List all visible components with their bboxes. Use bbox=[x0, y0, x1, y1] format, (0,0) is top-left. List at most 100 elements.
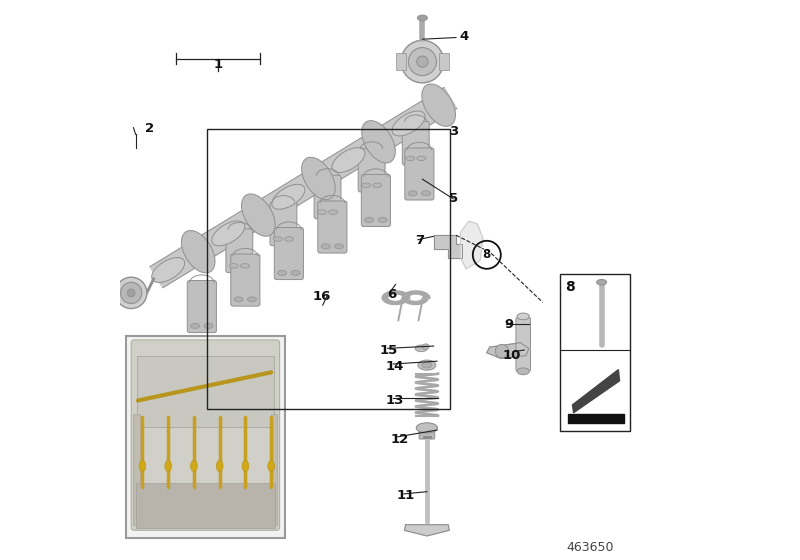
Text: 16: 16 bbox=[313, 290, 330, 304]
Ellipse shape bbox=[365, 217, 374, 222]
Ellipse shape bbox=[204, 323, 213, 328]
Text: 13: 13 bbox=[386, 394, 403, 407]
Circle shape bbox=[495, 344, 509, 358]
Ellipse shape bbox=[378, 217, 387, 222]
Ellipse shape bbox=[362, 120, 395, 163]
Text: 8: 8 bbox=[482, 248, 491, 262]
Polygon shape bbox=[150, 87, 457, 288]
FancyBboxPatch shape bbox=[187, 281, 216, 333]
Ellipse shape bbox=[268, 460, 274, 472]
Ellipse shape bbox=[415, 345, 427, 352]
Bar bbox=[395, 53, 406, 70]
Ellipse shape bbox=[285, 237, 294, 241]
Bar bbox=[137, 356, 274, 427]
Circle shape bbox=[401, 40, 444, 83]
Polygon shape bbox=[461, 221, 483, 269]
Text: 9: 9 bbox=[505, 318, 514, 332]
Text: 14: 14 bbox=[386, 360, 403, 374]
FancyBboxPatch shape bbox=[131, 340, 280, 530]
Ellipse shape bbox=[408, 191, 417, 196]
Text: 463650: 463650 bbox=[566, 541, 614, 554]
Ellipse shape bbox=[234, 297, 243, 302]
Bar bbox=[206, 129, 450, 409]
FancyBboxPatch shape bbox=[314, 175, 341, 219]
Polygon shape bbox=[486, 343, 529, 358]
Text: 2: 2 bbox=[145, 122, 154, 136]
Ellipse shape bbox=[182, 231, 215, 273]
Circle shape bbox=[417, 56, 428, 67]
Ellipse shape bbox=[291, 270, 300, 276]
Ellipse shape bbox=[318, 210, 326, 214]
FancyBboxPatch shape bbox=[226, 229, 253, 273]
FancyBboxPatch shape bbox=[270, 202, 297, 246]
Ellipse shape bbox=[302, 157, 335, 199]
Ellipse shape bbox=[241, 264, 250, 268]
Ellipse shape bbox=[272, 184, 305, 209]
Ellipse shape bbox=[190, 460, 198, 472]
FancyBboxPatch shape bbox=[405, 148, 434, 200]
Ellipse shape bbox=[242, 194, 275, 236]
Ellipse shape bbox=[416, 423, 438, 433]
Text: 15: 15 bbox=[380, 343, 398, 357]
Circle shape bbox=[115, 277, 147, 309]
Ellipse shape bbox=[165, 460, 171, 472]
Ellipse shape bbox=[597, 279, 606, 285]
Ellipse shape bbox=[422, 191, 430, 196]
Ellipse shape bbox=[406, 156, 414, 161]
Ellipse shape bbox=[373, 183, 382, 188]
Bar bbox=[439, 53, 450, 70]
Polygon shape bbox=[573, 370, 619, 413]
Ellipse shape bbox=[242, 460, 249, 472]
Text: 4: 4 bbox=[460, 30, 469, 43]
Text: 8: 8 bbox=[565, 280, 574, 294]
FancyBboxPatch shape bbox=[516, 318, 530, 371]
Circle shape bbox=[121, 282, 142, 304]
FancyBboxPatch shape bbox=[318, 201, 347, 253]
Ellipse shape bbox=[212, 221, 245, 246]
FancyBboxPatch shape bbox=[362, 175, 390, 227]
Ellipse shape bbox=[422, 344, 429, 349]
Ellipse shape bbox=[230, 264, 238, 268]
FancyBboxPatch shape bbox=[358, 148, 385, 192]
Text: 3: 3 bbox=[449, 125, 458, 138]
Ellipse shape bbox=[329, 210, 338, 214]
Text: 1: 1 bbox=[214, 58, 222, 71]
Ellipse shape bbox=[422, 362, 432, 368]
Ellipse shape bbox=[152, 258, 185, 282]
Text: 6: 6 bbox=[387, 287, 396, 301]
Ellipse shape bbox=[517, 313, 530, 320]
Ellipse shape bbox=[332, 148, 365, 172]
Bar bbox=[136, 483, 275, 528]
FancyBboxPatch shape bbox=[274, 227, 303, 279]
Polygon shape bbox=[434, 235, 462, 258]
FancyBboxPatch shape bbox=[402, 122, 429, 165]
Bar bbox=[134, 414, 140, 525]
Bar bbox=[126, 336, 285, 538]
Ellipse shape bbox=[362, 183, 370, 188]
Ellipse shape bbox=[422, 84, 455, 127]
Text: 12: 12 bbox=[391, 433, 409, 446]
Ellipse shape bbox=[190, 323, 199, 328]
Text: 10: 10 bbox=[503, 349, 521, 362]
Polygon shape bbox=[405, 525, 450, 536]
Text: 11: 11 bbox=[397, 489, 414, 502]
Text: 7: 7 bbox=[415, 234, 424, 248]
Ellipse shape bbox=[274, 237, 282, 241]
Ellipse shape bbox=[321, 244, 330, 249]
Ellipse shape bbox=[418, 360, 436, 370]
Circle shape bbox=[127, 289, 135, 297]
Ellipse shape bbox=[417, 156, 426, 161]
Bar bbox=[559, 274, 630, 431]
Ellipse shape bbox=[139, 460, 146, 472]
Ellipse shape bbox=[517, 368, 530, 375]
Ellipse shape bbox=[392, 111, 425, 136]
Ellipse shape bbox=[278, 270, 286, 276]
Ellipse shape bbox=[216, 460, 223, 472]
Text: 5: 5 bbox=[449, 192, 458, 206]
FancyBboxPatch shape bbox=[419, 427, 434, 439]
Ellipse shape bbox=[247, 297, 257, 302]
Polygon shape bbox=[568, 414, 624, 423]
FancyBboxPatch shape bbox=[230, 254, 260, 306]
Bar bbox=[270, 414, 278, 525]
Ellipse shape bbox=[334, 244, 343, 249]
